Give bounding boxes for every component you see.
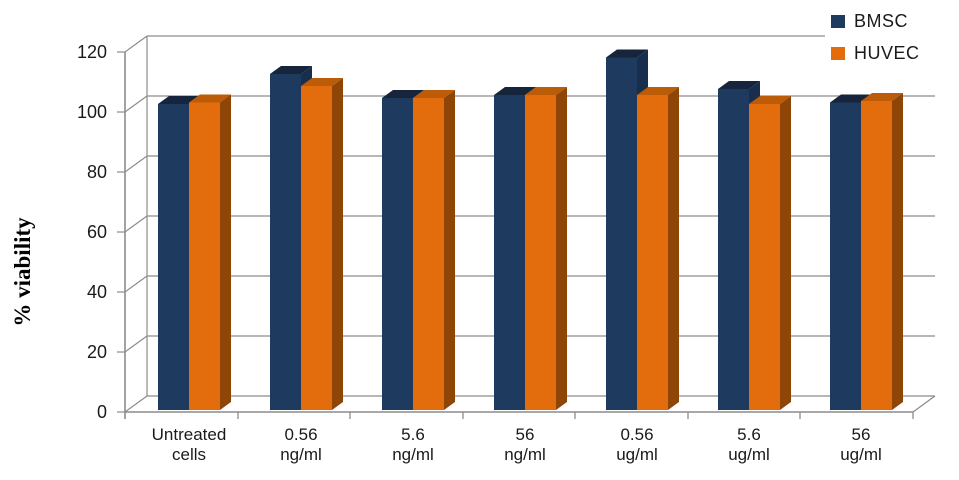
y-tick-label: 120 [77,42,107,62]
bmsc-swatch-icon [831,14,845,28]
bar-side-face [556,87,567,410]
bar-side-face [220,94,231,410]
y-tick-label: 80 [87,162,107,182]
bar-huvec-5 [749,96,791,410]
bar-side-face [668,87,679,410]
bar-top-face [749,96,791,104]
bar-side-face [332,78,343,410]
category-label: ng/ml [504,445,546,464]
y-tick-label: 40 [87,282,107,302]
legend-item-bmsc: BMSC [831,10,959,32]
bar-huvec-0 [189,94,231,410]
bar-huvec-2 [413,90,455,410]
bar-top-face [637,87,679,95]
tick-depth-line [124,35,148,53]
bar-top-face [413,90,455,98]
tick-depth-line [124,95,148,113]
category-label: ug/ml [840,445,882,464]
bar-front-face [494,95,525,410]
category-label: 0.56 [284,425,317,444]
category-label: 0.56 [620,425,653,444]
bar-front-face [158,104,189,410]
bar-top-face [861,93,903,101]
huvec-swatch-icon [831,46,845,60]
bar-top-face [606,49,648,58]
category-label: cells [172,445,206,464]
bar-front-face [382,98,413,410]
bar-top-face [158,96,200,104]
bar-front-face [270,74,301,410]
bar-side-face [780,96,791,410]
y-tick-label: 0 [97,402,107,422]
bar-huvec-1 [301,78,343,410]
y-tick-label: 20 [87,342,107,362]
bar-front-face [301,86,332,410]
bar-front-face [413,98,444,410]
bar-front-face [525,95,556,410]
category-label: ng/ml [392,445,434,464]
bar-top-face [270,66,312,74]
bar-side-face [892,93,903,410]
bar-top-face [382,90,424,98]
category-label: Untreated [152,425,227,444]
category-label: ng/ml [280,445,322,464]
bar-side-face [444,90,455,410]
bar-top-face [301,78,343,86]
bar-front-face [189,102,220,410]
category-label: 5.6 [737,425,761,444]
legend-item-huvec: HUVEC [831,42,959,64]
bar-top-face [830,94,872,103]
bar-top-face [718,81,760,89]
category-label: ug/ml [728,445,770,464]
bar-top-face [494,87,536,95]
tick-depth-line [124,275,148,293]
floor-right-edge [912,395,936,413]
bar-front-face [861,101,892,410]
bar-front-face [606,57,637,410]
bar-huvec-6 [861,93,903,410]
tick-depth-line [124,395,148,413]
category-label: 5.6 [401,425,425,444]
y-tick-label: 60 [87,222,107,242]
bar-top-face [525,87,567,95]
legend: BMSC HUVEC [825,0,959,84]
y-tick-label: 100 [77,102,107,122]
tick-depth-line [124,215,148,233]
bar-front-face [749,104,780,410]
category-label: 56 [516,425,535,444]
legend-label-huvec: HUVEC [854,42,920,63]
bar-huvec-4 [637,87,679,410]
tick-depth-line [124,335,148,353]
y-axis-title: % viability [10,217,35,327]
bar-top-face [189,94,231,103]
legend-label-bmsc: BMSC [854,10,909,31]
bar-huvec-3 [525,87,567,410]
category-label: ug/ml [616,445,658,464]
category-label: 56 [852,425,871,444]
bar-front-face [830,102,861,410]
bar-front-face [718,89,749,410]
tick-depth-line [124,155,148,173]
bar-front-face [637,95,668,410]
